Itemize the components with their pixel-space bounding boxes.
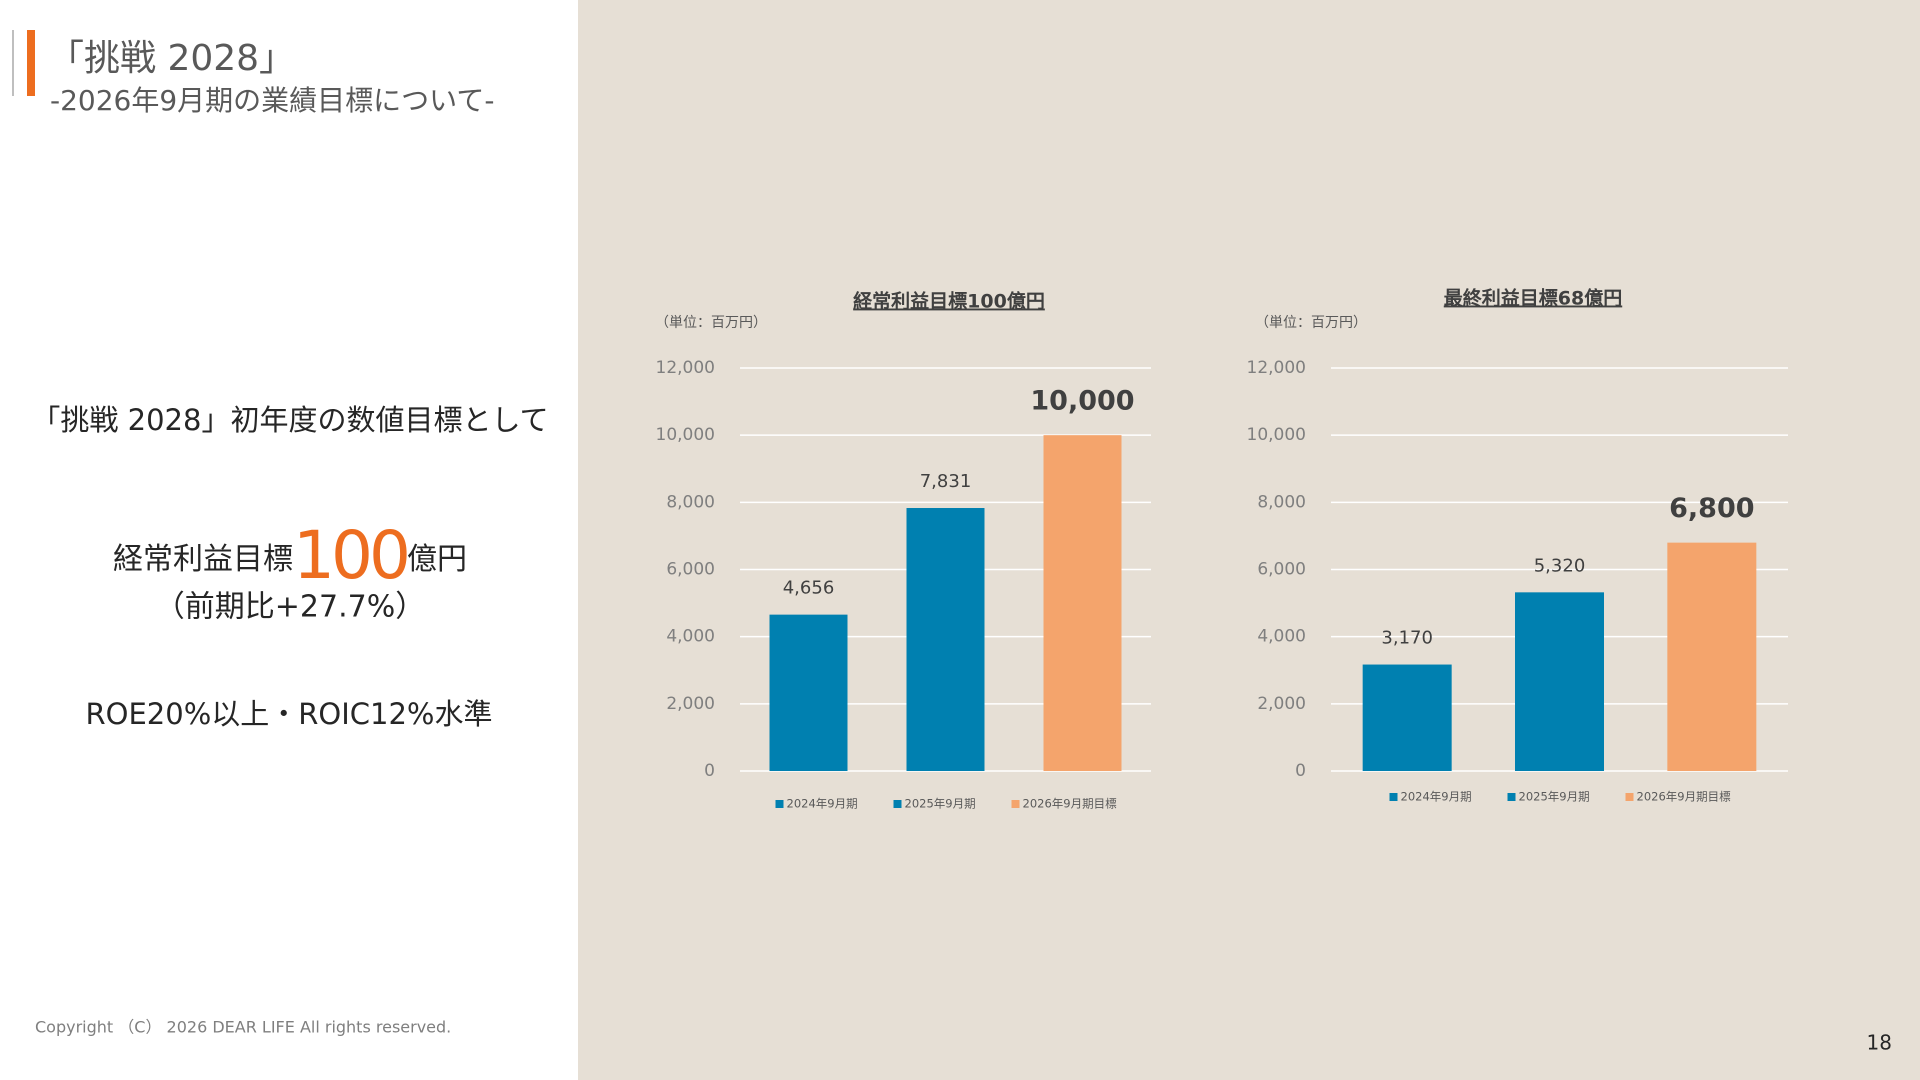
y-tick-label: 4,000 xyxy=(666,627,715,647)
left-panel xyxy=(0,0,578,1080)
y-tick-label: 10,000 xyxy=(1247,425,1306,445)
bar xyxy=(769,614,848,771)
y-tick-label: 4,000 xyxy=(1257,627,1306,647)
legend-label: 2025年9月期 xyxy=(1519,790,1590,804)
legend-label: 2026年9月期目標 xyxy=(1637,790,1732,804)
y-tick-label: 2,000 xyxy=(666,694,715,714)
bar xyxy=(1515,592,1604,771)
y-tick-label: 12,000 xyxy=(656,358,715,378)
legend-swatch xyxy=(1507,793,1516,801)
legend-swatch xyxy=(1625,793,1634,801)
slide-title: 「挑戦 2028」 xyxy=(48,38,295,79)
right-panel xyxy=(578,0,1920,1080)
ratio-text: ROE20%以上・ROIC12%水準 xyxy=(86,697,493,731)
accent-line xyxy=(12,30,14,96)
legend-swatch xyxy=(1389,793,1398,801)
accent-bar xyxy=(27,30,35,96)
bar xyxy=(906,508,985,771)
value-label: 6,800 xyxy=(1669,493,1754,524)
y-tick-label: 12,000 xyxy=(1247,358,1306,378)
bar xyxy=(1043,435,1122,771)
value-label: 10,000 xyxy=(1030,386,1134,417)
target-value: 100 xyxy=(293,517,407,594)
intro-text: 「挑戦 2028」初年度の数値目標として xyxy=(31,403,548,437)
legend-label: 2025年9月期 xyxy=(905,797,976,811)
y-tick-label: 8,000 xyxy=(1257,492,1306,512)
chart-title: 経常利益目標100億円 xyxy=(853,290,1045,313)
legend-label: 2024年9月期 xyxy=(787,797,858,811)
target-unit: 億円 xyxy=(407,542,467,577)
y-tick-label: 6,000 xyxy=(1257,560,1306,580)
legend-swatch xyxy=(1011,800,1020,808)
bar xyxy=(1667,542,1757,771)
value-label: 3,170 xyxy=(1381,628,1433,649)
slide-subtitle: -2026年9月期の業績目標について- xyxy=(50,84,494,117)
legend-swatch xyxy=(775,800,784,808)
legend-label: 2024年9月期 xyxy=(1401,790,1472,804)
legend-swatch xyxy=(893,800,902,808)
y-tick-label: 0 xyxy=(704,761,715,781)
copyright: Copyright （C） 2026 DEAR LIFE All rights … xyxy=(35,1018,451,1037)
y-tick-label: 8,000 xyxy=(666,492,715,512)
y-tick-label: 10,000 xyxy=(656,425,715,445)
target-line: 経常利益目標100億円 xyxy=(113,517,467,594)
value-label: 7,831 xyxy=(920,471,972,492)
target-label: 経常利益目標 xyxy=(113,542,293,577)
comparison-text: （前期比+27.7%） xyxy=(155,590,425,625)
chart-title: 最終利益目標68億円 xyxy=(1444,287,1622,310)
unit-label: （単位：百万円） xyxy=(1255,315,1367,331)
unit-label: （単位：百万円） xyxy=(655,315,767,331)
y-tick-label: 0 xyxy=(1295,761,1306,781)
y-tick-label: 2,000 xyxy=(1257,694,1306,714)
value-label: 4,656 xyxy=(783,578,835,599)
y-tick-label: 6,000 xyxy=(666,560,715,580)
bar xyxy=(1362,664,1452,771)
legend-label: 2026年9月期目標 xyxy=(1023,797,1118,811)
page-number: 18 xyxy=(1867,1031,1892,1055)
value-label: 5,320 xyxy=(1534,555,1586,576)
